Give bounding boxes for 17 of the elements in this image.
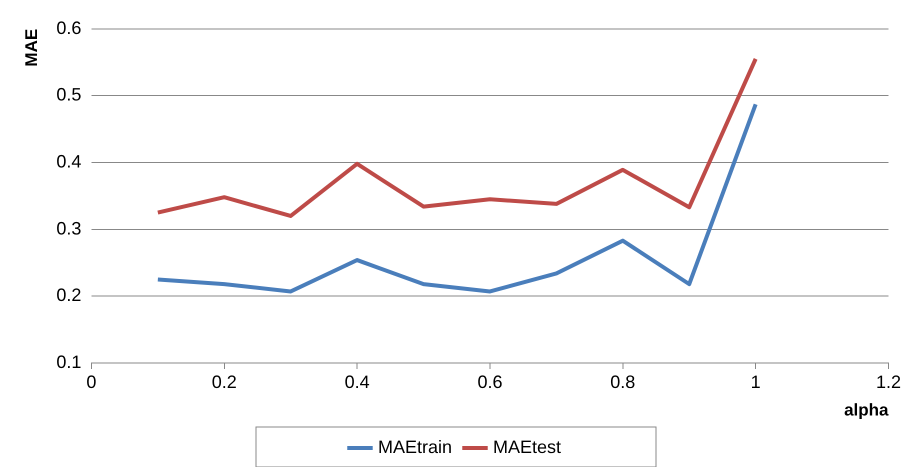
x-tick-label: 0.4 <box>344 372 370 392</box>
y-tick-label: 0.4 <box>56 151 82 172</box>
y-tick-label: 0.3 <box>56 218 82 238</box>
y-tick-label: 0.1 <box>56 352 82 372</box>
x-tick-label: 0.2 <box>212 372 237 392</box>
y-tick-label: 0.5 <box>56 84 82 105</box>
x-tick-label: 0.8 <box>610 372 636 392</box>
x-tick-label: 1.2 <box>876 372 902 392</box>
x-tick-label: 0.6 <box>477 372 502 392</box>
legend-label: MAEtrain <box>378 436 452 457</box>
x-axis-title: alpha <box>844 400 890 420</box>
legend-label: MAEtest <box>493 436 562 457</box>
y-tick-label: 0.2 <box>56 285 82 306</box>
x-tick-label: 0 <box>86 372 96 392</box>
x-tick-label: 1 <box>750 372 761 392</box>
y-axis-title: MAE <box>22 28 41 67</box>
y-tick-label: 0.6 <box>56 18 82 38</box>
